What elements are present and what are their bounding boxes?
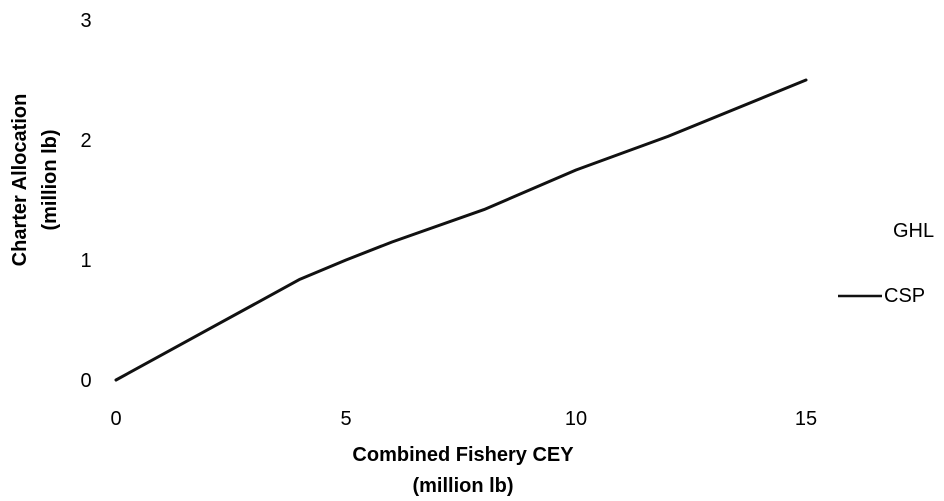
legend-item-csp: CSP bbox=[838, 285, 925, 307]
y-tick-label: 1 bbox=[80, 250, 91, 272]
x-axis-title-line-2: (million lb) bbox=[412, 475, 513, 497]
y-axis-title: Charter Allocation (million lb) bbox=[9, 94, 61, 267]
legend-item-ghl: GHL bbox=[893, 220, 934, 242]
x-tick-label: 10 bbox=[565, 408, 587, 430]
x-tick-labels: 0 5 10 15 bbox=[110, 408, 817, 430]
y-tick-labels: 0 1 2 3 bbox=[80, 10, 91, 392]
x-tick-label: 5 bbox=[340, 408, 351, 430]
y-tick-label: 3 bbox=[80, 10, 91, 32]
y-tick-label: 2 bbox=[80, 130, 91, 152]
x-tick-label: 15 bbox=[795, 408, 817, 430]
x-axis-title-line-1: Combined Fishery CEY bbox=[352, 444, 574, 466]
legend-label-csp: CSP bbox=[884, 285, 925, 307]
legend: GHL CSP bbox=[838, 220, 934, 307]
y-axis-title-line-2: (million lb) bbox=[39, 129, 61, 230]
series-lines bbox=[114, 78, 808, 382]
y-axis-title-line-1: Charter Allocation bbox=[9, 94, 31, 267]
y-tick-label: 0 bbox=[80, 370, 91, 392]
legend-label-ghl: GHL bbox=[893, 220, 934, 242]
x-tick-label: 0 bbox=[110, 408, 121, 430]
series-line-csp bbox=[114, 78, 808, 382]
